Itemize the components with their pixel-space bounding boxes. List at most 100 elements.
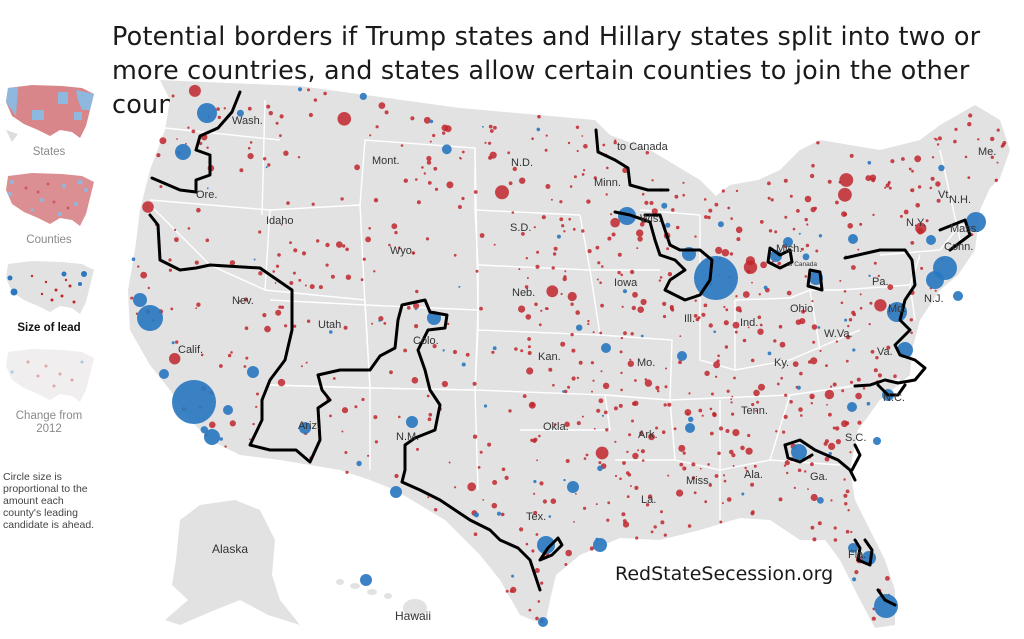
state-label: Idaho — [266, 215, 294, 227]
county-circle — [508, 409, 512, 413]
county-circle — [601, 414, 605, 417]
county-circle — [559, 200, 563, 204]
county-circle — [691, 462, 696, 467]
county-circle — [843, 290, 847, 293]
county-circle — [745, 256, 756, 266]
thumb-counties[interactable]: Counties — [2, 168, 96, 247]
county-circle — [792, 361, 799, 367]
county-circle — [229, 420, 236, 427]
county-circle — [552, 383, 555, 387]
county-circle — [414, 308, 417, 311]
county-circle — [938, 164, 945, 172]
county-circle — [805, 243, 810, 248]
county-circle — [849, 380, 854, 384]
county-circle — [857, 420, 862, 425]
state-label: Ore. — [196, 189, 217, 201]
county-circle — [620, 371, 623, 375]
county-circle — [527, 337, 531, 341]
county-circle — [293, 324, 297, 328]
county-circle — [600, 303, 604, 308]
county-circle — [623, 331, 627, 336]
county-circle — [783, 178, 788, 183]
county-circle — [845, 529, 850, 534]
county-circle — [844, 502, 848, 506]
county-circle — [726, 497, 732, 502]
state-label: Calif. — [178, 344, 203, 356]
state-label: S.C. — [845, 432, 866, 444]
county-circle — [550, 198, 553, 201]
county-circle — [835, 439, 842, 445]
county-circle — [877, 274, 880, 278]
county-circle — [416, 200, 421, 205]
county-circle — [538, 434, 541, 438]
county-circle — [645, 151, 649, 155]
county-circle — [606, 518, 610, 522]
county-circle — [839, 173, 854, 187]
county-circle — [491, 502, 498, 509]
county-circle — [564, 421, 570, 428]
county-circle — [673, 427, 677, 431]
county-circle — [744, 466, 747, 470]
county-circle — [640, 334, 644, 338]
county-circle — [205, 238, 210, 243]
county-circle — [491, 350, 495, 354]
county-circle — [729, 449, 734, 455]
county-circle — [828, 412, 832, 417]
county-circle — [473, 512, 479, 518]
county-circle — [828, 451, 832, 456]
county-circle — [535, 533, 539, 536]
county-circle — [850, 530, 853, 534]
state-label: Ark. — [638, 429, 658, 441]
county-circle — [538, 323, 542, 327]
county-circle — [717, 451, 721, 456]
county-circle — [325, 263, 329, 267]
county-circle — [841, 211, 847, 217]
county-circle — [756, 400, 759, 404]
county-circle — [550, 498, 557, 505]
county-circle — [817, 521, 822, 526]
county-circle — [323, 91, 327, 96]
county-circle — [487, 442, 492, 447]
county-circle — [483, 404, 488, 408]
state-label: Utah — [318, 319, 341, 331]
county-circle — [679, 335, 682, 338]
state-label: Nev. — [232, 295, 254, 307]
county-circle — [567, 291, 577, 302]
county-circle — [607, 236, 612, 241]
county-circle — [452, 349, 458, 355]
county-circle — [693, 314, 698, 318]
county-circle — [427, 417, 432, 422]
county-circle — [626, 450, 629, 454]
thumb-size-of-lead[interactable]: Size of lead — [2, 256, 96, 335]
county-circle — [736, 237, 741, 242]
thumb-change-from-2012[interactable]: Change from 2012 — [2, 344, 96, 436]
county-circle — [640, 298, 647, 306]
county-circle — [784, 460, 790, 466]
county-circle — [679, 462, 684, 467]
county-circle — [723, 479, 727, 483]
state-label: Okla. — [543, 421, 569, 433]
county-circle — [745, 447, 753, 455]
county-circle — [528, 608, 532, 612]
county-circle — [569, 185, 573, 188]
county-circle — [759, 220, 764, 224]
county-circle — [570, 302, 574, 306]
county-circle — [730, 401, 733, 404]
county-circle — [562, 390, 565, 393]
county-circle — [293, 248, 298, 253]
county-circle — [565, 549, 572, 557]
states-map-icon — [6, 85, 94, 142]
secession-borders — [148, 90, 972, 607]
county-circle — [410, 116, 415, 121]
county-circle — [682, 181, 685, 184]
thumb-states[interactable]: States — [2, 80, 96, 159]
county-circle — [316, 239, 320, 243]
state-label: Wyo. — [390, 245, 415, 257]
county-circle — [733, 376, 736, 380]
county-circle — [715, 246, 723, 254]
county-circle — [277, 253, 281, 257]
county-circle — [1001, 142, 1006, 147]
state-label: W.Va. — [824, 328, 853, 340]
county-circle — [688, 392, 691, 395]
county-circle — [610, 213, 613, 216]
